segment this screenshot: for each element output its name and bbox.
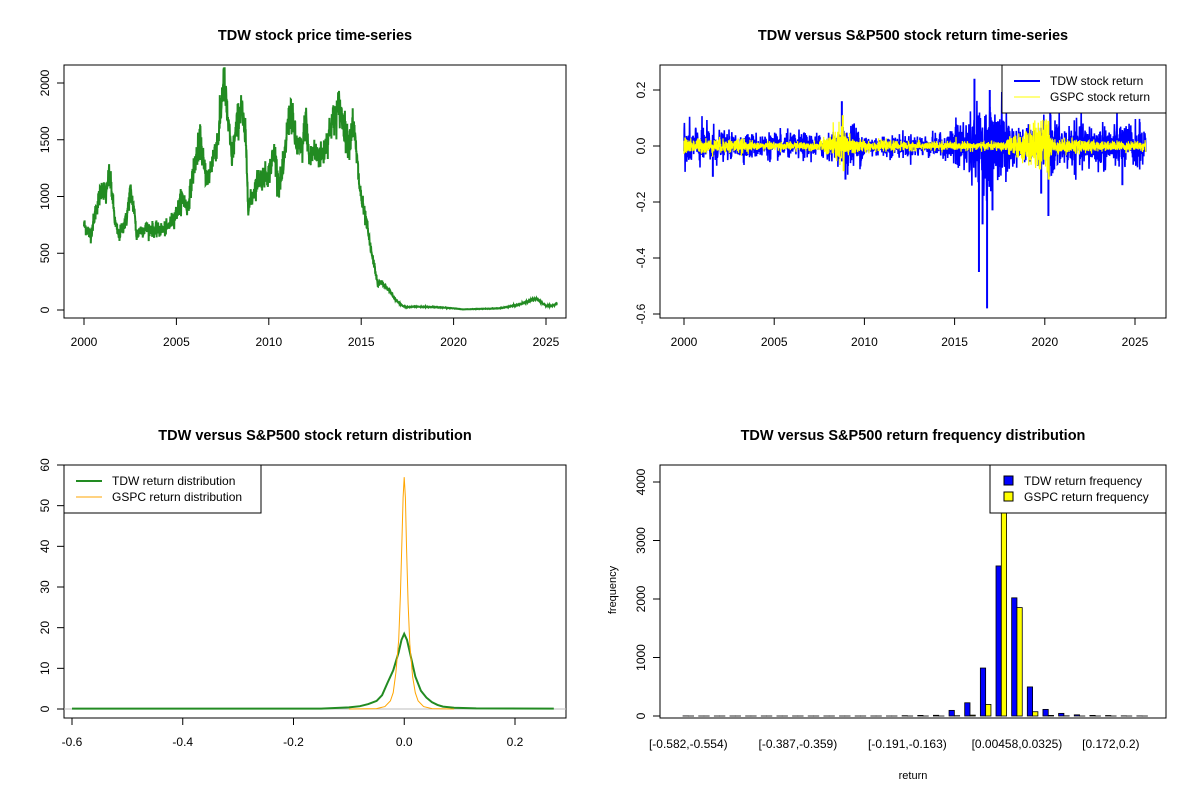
x-tick-label: 0.2 [507,735,524,749]
chart-4-ylabel: frequency [607,565,619,614]
legend-label: TDW return distribution [112,474,235,488]
bar-tdw [917,715,924,717]
y-tick-label: 3000 [634,527,648,554]
bar-tdw [995,565,1002,717]
bar-gspc [1032,711,1039,717]
y-tick-label: 50 [38,499,52,513]
legend-box [1001,64,1167,114]
chart-2-title: TDW versus S&P500 stock return time-seri… [758,28,1068,44]
y-tick-label: 2000 [38,69,52,96]
bar-tdw [1026,686,1034,717]
x-tick-label: 2025 [1122,335,1149,349]
x-tick-label: 2025 [533,335,560,349]
y-tick-label: 1500 [38,126,52,153]
y-tick-label: 1000 [38,183,52,210]
x-tick-label: 2000 [71,335,98,349]
x-tick-label: 2015 [348,335,375,349]
bar-gspc [1047,715,1054,717]
chart-returns: 2000 2005 2010 2015 2020 2025 -0.6 -0.4 -0.2 0.0 0… [634,64,1167,349]
legend-swatch [1003,491,1014,502]
x-tick-label: -0.2 [283,735,304,749]
y-tick-label: 0 [38,705,52,712]
chart-4-xlabel: return [899,770,928,782]
y-tick-label: 4000 [634,468,648,495]
density-line-gspc [348,477,455,710]
bar-tdw [964,702,971,717]
legend-label: GSPC return frequency [1024,490,1149,504]
y-tick-label: 0.0 [634,137,648,154]
y-tick-label: -0.4 [634,247,648,268]
bar-tdw [933,714,940,717]
density-line-tdw [72,631,554,710]
y-tick-label: 30 [38,580,52,594]
return-line-gspc [683,119,1147,173]
y-tick-label: 20 [38,621,52,635]
y-tick-label: 1000 [634,644,648,671]
bar-gspc [985,704,992,717]
price-line [83,67,558,311]
chart-density: -0.6 -0.4 -0.2 0.0 0.2 0 10 20 30 40 50 60 TDW retur… [38,458,567,749]
legend-box [989,464,1167,514]
y-tick-label: 0 [38,306,52,313]
chart-price: 2000 2005 2010 2015 2020 2025 0 500 1000 1500 2000 [38,64,567,349]
x-tick-label: 2005 [163,335,190,349]
chart-3-title: TDW versus S&P500 stock return distribut… [158,428,471,444]
legend-label: TDW return frequency [1024,474,1142,488]
y-tick-label: 10 [38,661,52,675]
bar-tdw [1073,714,1080,717]
bar-tdw [1058,712,1065,717]
bar-tdw [1089,715,1096,717]
x-tick-label: 2010 [255,335,282,349]
legend-label: GSPC return distribution [112,490,242,504]
x-tick-label: 2000 [671,335,698,349]
x-category-label: [0.172,0.2) [1082,737,1139,751]
y-tick-label: 60 [38,458,52,472]
chart-1-title: TDW stock price time-series [218,28,412,44]
x-tick-label: -0.6 [62,735,83,749]
x-tick-label: 2020 [1031,335,1058,349]
legend-box [63,464,262,514]
x-tick-label: 2005 [761,335,788,349]
y-tick-label: -0.6 [634,303,648,324]
x-category-label: [-0.191,-0.163) [868,737,947,751]
x-category-label: [-0.582,-0.554) [649,737,728,751]
x-tick-label: 2020 [440,335,467,349]
bar-gspc [1016,607,1023,717]
y-tick-label: 2000 [634,585,648,612]
x-category-label: [0.00458,0.0325) [972,737,1063,751]
y-tick-label: 0 [634,712,648,719]
y-tick-label: -0.2 [634,191,648,212]
x-tick-label: 0.0 [396,735,413,749]
bar-gspc [969,714,976,717]
bar-tdw [979,667,987,717]
x-category-label: [-0.387,-0.359) [758,737,837,751]
bar-tdw [1011,597,1018,717]
chart-histogram: 0 1000 2000 3000 4000 [-0.582,-0.554) [-0.387,… [634,464,1167,751]
x-tick-label: -0.4 [172,735,193,749]
x-tick-label: 2015 [941,335,968,349]
legend-swatch [1003,475,1014,486]
chart-4-title: TDW versus S&P500 return frequency distr… [741,428,1086,444]
y-tick-label: 40 [38,539,52,553]
bar-tdw [948,709,955,717]
y-tick-label: 0.2 [634,81,648,98]
bar-tdw [1042,708,1049,717]
legend-label: TDW stock return [1050,74,1143,88]
x-tick-label: 2010 [851,335,878,349]
y-tick-label: 500 [38,243,52,263]
legend-label: GSPC stock return [1050,90,1150,104]
